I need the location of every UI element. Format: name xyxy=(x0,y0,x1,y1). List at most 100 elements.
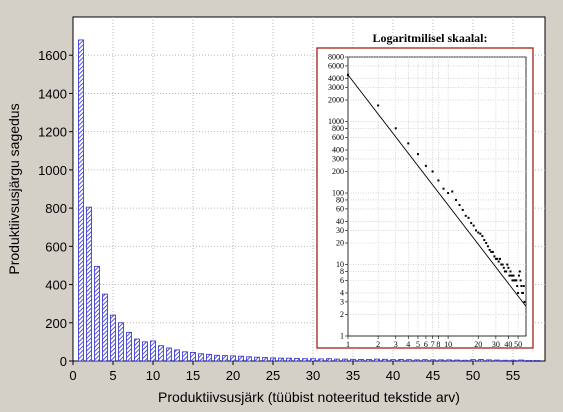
inset-x-tick-label: 1 xyxy=(346,340,350,349)
bar xyxy=(430,359,436,362)
y-tick-label: 1200 xyxy=(38,125,67,140)
y-tick-label: 400 xyxy=(45,278,67,293)
inset-point xyxy=(509,270,512,273)
inset-point xyxy=(516,285,519,288)
bar xyxy=(134,338,140,362)
bar xyxy=(262,357,268,362)
inset-point xyxy=(508,274,511,277)
bar xyxy=(110,314,116,362)
x-tick-label: 35 xyxy=(346,368,360,383)
bar xyxy=(470,359,476,362)
inset-point xyxy=(506,263,509,266)
inset-point xyxy=(483,239,486,242)
bar xyxy=(302,358,308,362)
inset-y-tick-label: 80 xyxy=(336,195,344,204)
bar xyxy=(126,331,132,362)
bar xyxy=(462,359,468,362)
inset-x-tick-label: 50 xyxy=(514,340,522,349)
x-tick-label: 10 xyxy=(146,368,160,383)
inset-x-tick-label: 2 xyxy=(376,340,380,349)
inset-point xyxy=(490,250,493,253)
bar xyxy=(102,293,108,362)
inset-x-tick-label: 30 xyxy=(492,340,500,349)
y-axis-title: Produktiivsusjärgu sagedus xyxy=(6,103,22,274)
bar xyxy=(230,355,236,362)
bar xyxy=(206,353,212,362)
bar xyxy=(78,39,84,362)
bar xyxy=(390,359,396,362)
inset-point xyxy=(491,250,494,253)
inset-x-tick-label: 8 xyxy=(436,340,440,349)
bar xyxy=(486,359,492,362)
inset-point xyxy=(510,274,513,277)
inset-point xyxy=(472,224,475,227)
inset-y-tick-label: 3000 xyxy=(328,83,344,92)
x-tick-label: 15 xyxy=(186,368,200,383)
inset-point xyxy=(394,127,397,130)
bar xyxy=(478,359,484,362)
inset-y-tick-label: 10 xyxy=(336,260,344,269)
x-tick-label: 45 xyxy=(426,368,440,383)
bar xyxy=(398,359,404,362)
inset-title: Logaritmilisel skaalal: xyxy=(373,31,488,45)
inset-point xyxy=(481,235,484,238)
bar xyxy=(246,356,252,362)
y-tick-label: 0 xyxy=(60,354,67,369)
inset-point xyxy=(503,270,506,273)
inset-point xyxy=(494,257,497,260)
inset-point xyxy=(479,232,482,235)
inset-x-tick-label: 6 xyxy=(424,340,428,349)
inset-point xyxy=(486,245,489,248)
inset-y-tick-label: 20 xyxy=(336,239,344,248)
bar xyxy=(454,359,460,362)
x-tick-label: 55 xyxy=(506,368,520,383)
inset-y-tick-label: 1 xyxy=(340,332,344,341)
inset-y-tick-label: 8000 xyxy=(328,53,344,62)
bar xyxy=(222,355,228,362)
inset-point xyxy=(499,257,502,260)
bar xyxy=(270,357,276,362)
bar xyxy=(334,358,340,362)
inset-y-tick-label: 200 xyxy=(332,167,344,176)
bar xyxy=(190,351,196,362)
bar xyxy=(518,359,524,362)
bar xyxy=(422,359,428,362)
inset-y-tick-label: 2 xyxy=(340,310,344,319)
bar xyxy=(438,359,444,362)
inset-point xyxy=(517,291,520,294)
x-tick-label: 5 xyxy=(109,368,116,383)
bar xyxy=(382,358,388,362)
inset-point xyxy=(522,291,525,294)
bar xyxy=(374,358,380,362)
bar xyxy=(238,355,244,362)
x-tick-label: 25 xyxy=(266,368,280,383)
inset-fit-line xyxy=(347,74,527,307)
bar xyxy=(150,340,156,362)
inset-y-tick-label: 300 xyxy=(332,154,344,163)
inset-point xyxy=(347,73,349,76)
inset-point xyxy=(377,104,380,107)
inset-y-tick-label: 4 xyxy=(340,288,344,297)
inset-plot-area xyxy=(347,56,527,337)
inset-y-tick-label: 6 xyxy=(340,276,344,285)
x-tick-label: 0 xyxy=(69,368,76,383)
inset-point xyxy=(488,248,491,251)
inset-y-tick-label: 60 xyxy=(336,204,344,213)
y-tick-label: 200 xyxy=(45,316,67,331)
inset-point xyxy=(511,279,514,282)
bar xyxy=(494,359,500,362)
inset-point xyxy=(455,198,458,201)
bar xyxy=(326,358,332,362)
inset-point xyxy=(407,142,410,145)
inset-point xyxy=(507,266,510,269)
x-tick-label: 30 xyxy=(306,368,320,383)
inset-x-tick-label: 10 xyxy=(444,340,452,349)
bar xyxy=(358,359,364,362)
inset-x-tick-label: 7 xyxy=(431,340,435,349)
inset-point xyxy=(458,204,461,207)
inset-point xyxy=(520,285,523,288)
bar xyxy=(414,359,420,362)
inset-point xyxy=(512,274,515,277)
bar xyxy=(318,358,324,362)
